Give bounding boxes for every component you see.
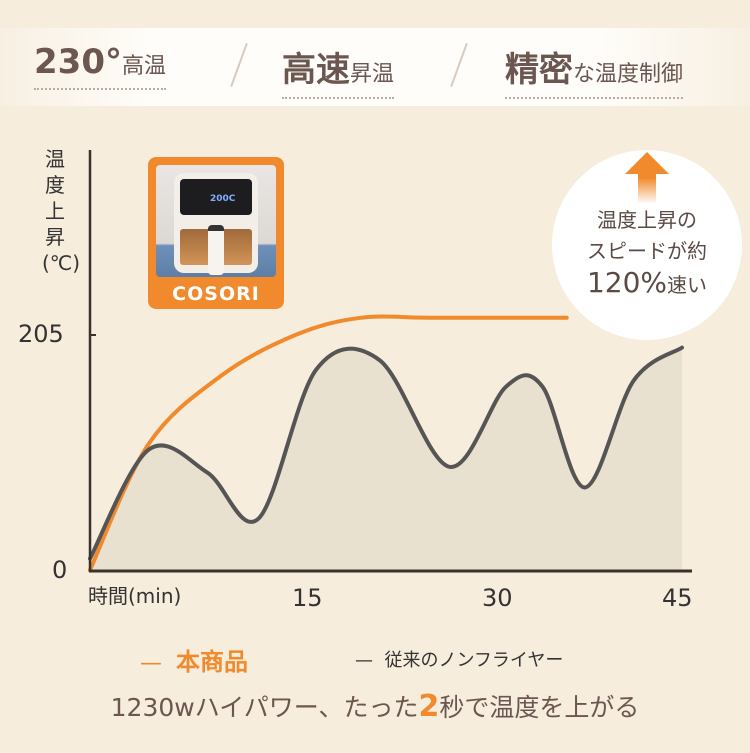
tagline-post: 秒で温度を上がる (439, 693, 640, 722)
y-tick-label: 205 (18, 320, 64, 348)
feature-small-text: 高温 (121, 54, 166, 79)
legend-label: 従来のノンフライヤー (384, 650, 564, 671)
brand-label: COSORI (172, 283, 260, 305)
tagline-pre: 1230wハイパワー、たった (110, 693, 419, 722)
callout-line1: 温度上昇の (597, 208, 697, 232)
conventional-series-line (88, 345, 684, 561)
legend-item-conventional: — 従来のノンフライヤー (355, 646, 563, 672)
tagline: 1230wハイパワー、たった2秒で温度を上がる (0, 688, 750, 724)
legend-swatch-orange: — (140, 651, 176, 676)
callout-line2: スピードが約 (587, 239, 707, 263)
feature-big-text: 精密 (505, 50, 573, 90)
tagline-number: 2 (418, 689, 440, 724)
product-series-line (88, 314, 569, 572)
legend-swatch-gray: — (355, 650, 385, 671)
y-tick-label: 0 (52, 556, 68, 584)
x-tick-label: 45 (662, 584, 693, 612)
conventional-area (90, 347, 682, 570)
y-axis-label: 温度上昇(℃) (42, 147, 81, 275)
legend-label: 本商品 (176, 648, 248, 676)
x-axis-label: 時間(min) (88, 584, 182, 608)
feature-precise-control: 精密な温度制御 (505, 42, 684, 99)
feature-small-text: 昇温 (350, 62, 395, 87)
callout-percent: 120% (586, 266, 668, 299)
x-tick-label: 30 (482, 584, 513, 612)
x-tick-label: 15 (292, 584, 323, 612)
product-photo: 200C COSORI (148, 157, 284, 309)
fryer-display: 200C (210, 194, 236, 204)
legend-item-product: — 本商品 (140, 642, 248, 677)
feature-big-text: 230° (34, 42, 122, 82)
speed-callout: 温度上昇の スピードが約 120%速い (552, 150, 742, 340)
feature-high-temp: 230°高温 (34, 42, 166, 90)
air-fryer-image: 200C (156, 165, 276, 277)
feature-fast-heat: 高速昇温 (282, 42, 395, 99)
callout-suffix: 速い (667, 273, 708, 297)
arrow-up-icon (625, 152, 669, 204)
feature-small-text: な温度制御 (573, 62, 684, 87)
feature-banner: 230°高温 高速昇温 精密な温度制御 (0, 28, 750, 106)
feature-big-text: 高速 (282, 50, 350, 90)
